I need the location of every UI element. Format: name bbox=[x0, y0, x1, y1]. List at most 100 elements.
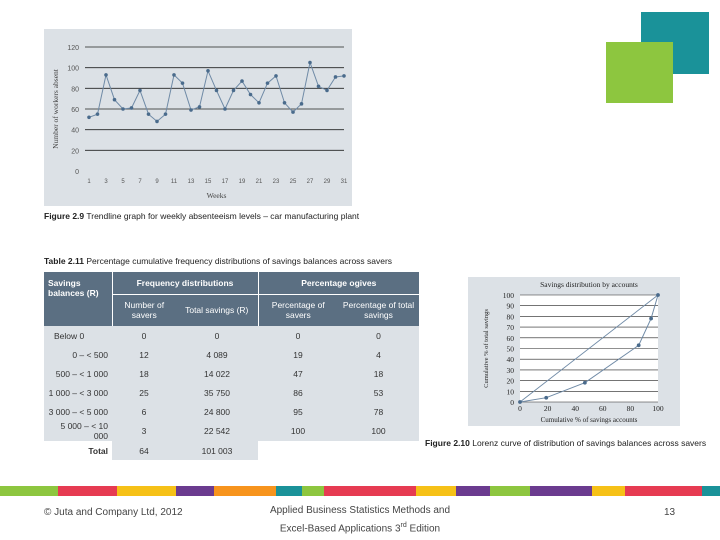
y-tick-label: 20 bbox=[71, 148, 79, 155]
data-point bbox=[172, 73, 176, 77]
footer-book-line1: Applied Business Statistics Methods and bbox=[269, 505, 451, 516]
y-axis-label: Number of workers absent bbox=[51, 68, 60, 149]
lorenz-curve bbox=[519, 294, 659, 403]
x-tick-label: 31 bbox=[341, 179, 348, 185]
x-axis-label: Weeks bbox=[207, 191, 227, 200]
x-tick-label: 19 bbox=[239, 179, 246, 185]
stripe-segment bbox=[592, 486, 625, 496]
x-tick-label: 0 bbox=[518, 404, 522, 413]
cell-total-savings: 0 bbox=[176, 326, 258, 345]
stripe-segment bbox=[214, 486, 276, 496]
data-point bbox=[636, 343, 641, 348]
cell-percentage-of-savers: 95 bbox=[258, 402, 338, 421]
stripe-segment bbox=[324, 486, 416, 496]
cell-total-savings: 24 800 bbox=[176, 402, 258, 421]
stripe-segment bbox=[702, 486, 720, 496]
cell-percentage-of-savers: 86 bbox=[258, 383, 338, 402]
header-percentage-of-total-savings: Percentage of total savings bbox=[338, 294, 419, 326]
x-tick-label: 29 bbox=[324, 179, 331, 185]
x-tick-label: 21 bbox=[256, 179, 263, 185]
x-tick-label: 100 bbox=[652, 404, 664, 413]
x-tick-label: 60 bbox=[599, 404, 607, 413]
cell-total-savings: 22 542 bbox=[176, 421, 258, 441]
data-point bbox=[197, 105, 202, 109]
footer-book-line2-end: Edition bbox=[406, 523, 441, 535]
data-point bbox=[248, 92, 253, 97]
y-tick-label: 60 bbox=[71, 107, 79, 114]
data-point bbox=[87, 115, 91, 120]
data-point bbox=[316, 84, 321, 89]
table-row: 3 000 – < 5 000 6 24 800 95 78 bbox=[44, 402, 419, 421]
row-label: Below 0 bbox=[44, 326, 112, 345]
data-point bbox=[95, 112, 100, 116]
data-point bbox=[189, 108, 193, 112]
total-label: Total bbox=[44, 441, 112, 460]
data-point bbox=[325, 88, 329, 93]
cell-total-savings: 14 022 bbox=[176, 364, 258, 383]
data-point bbox=[240, 79, 244, 83]
data-point bbox=[333, 75, 338, 79]
data-point bbox=[155, 119, 159, 124]
row-label: 1 000 – < 3 000 bbox=[44, 383, 112, 402]
data-point bbox=[282, 101, 287, 105]
y-tick-label: 80 bbox=[507, 312, 515, 321]
data-point bbox=[291, 110, 295, 114]
footer-book-line2: Excel-Based Applications 3 bbox=[279, 523, 401, 535]
stripe-segment bbox=[176, 486, 214, 496]
data-point bbox=[656, 293, 660, 297]
cell-percentage-of-savers: 100 bbox=[258, 421, 338, 441]
data-point bbox=[146, 112, 151, 116]
header-total-savings: Total savings (R) bbox=[176, 294, 259, 326]
x-tick-label: 40 bbox=[571, 404, 579, 413]
fig210-panel: 0 10 20 30 40 50 60 70 80 90 100 0 20 40 60 80 100 Saving… bbox=[468, 277, 680, 426]
data-point bbox=[214, 88, 219, 93]
cell-number-of-savers: 6 bbox=[112, 402, 176, 421]
table-total-row: Total 64 101 003 bbox=[44, 441, 419, 460]
chart-title: Savings distribution by accounts bbox=[540, 280, 638, 289]
data-point bbox=[544, 395, 549, 400]
y-tick-label: 90 bbox=[507, 302, 515, 311]
y-tick-label: 0 bbox=[75, 169, 79, 176]
row-label: 3 000 – < 5 000 bbox=[44, 402, 112, 421]
data-point bbox=[104, 73, 108, 77]
cell-percentage-of-total-savings: 4 bbox=[338, 345, 419, 364]
cell-percentage-of-total-savings: 78 bbox=[338, 402, 419, 421]
y-tick-label: 100 bbox=[67, 66, 79, 73]
page-number: 13 bbox=[664, 507, 676, 518]
y-tick-label: 70 bbox=[507, 323, 515, 332]
row-label: 5 000 – < 10 000 bbox=[44, 421, 112, 441]
y-tick-label: 10 bbox=[507, 387, 515, 396]
header-percentage-ogives: Percentage ogives bbox=[258, 272, 419, 295]
table-row: 0 – < 500 12 4 089 19 4 bbox=[44, 345, 419, 364]
cell-number-of-savers: 0 bbox=[112, 326, 176, 345]
table-row: 500 – < 1 000 18 14 022 47 18 bbox=[44, 364, 419, 383]
y-tick-label: 0 bbox=[510, 398, 514, 407]
total-number-of-savers: 64 bbox=[112, 441, 176, 460]
cell-percentage-of-savers: 47 bbox=[258, 364, 338, 383]
header-number-of-savers: Number of savers bbox=[112, 294, 176, 326]
table-row: 1 000 – < 3 000 25 35 750 86 53 bbox=[44, 383, 419, 402]
cell-percentage-of-total-savings: 100 bbox=[338, 421, 419, 441]
data-point bbox=[299, 102, 304, 106]
y-tick-label: 40 bbox=[507, 355, 515, 364]
x-tick-label: 7 bbox=[138, 179, 142, 185]
x-tick-label: 5 bbox=[121, 179, 125, 185]
savings-table: Savings balances (R) Frequency distribut… bbox=[44, 272, 419, 460]
data-point bbox=[308, 60, 312, 65]
data-point bbox=[257, 101, 261, 105]
y-tick-label: 50 bbox=[507, 345, 515, 354]
x-tick-label: 17 bbox=[222, 179, 229, 185]
stripe-segment bbox=[530, 486, 592, 496]
cell-percentage-of-total-savings: 0 bbox=[338, 326, 419, 345]
footer-copyright: © Juta and Company Ltd, 2012 bbox=[44, 507, 183, 518]
stripe-segment bbox=[302, 486, 324, 496]
table-title-text: Percentage cumulative frequency distribu… bbox=[84, 256, 393, 266]
data-point bbox=[180, 81, 185, 85]
table-title: Table 2.11 Percentage cumulative frequen… bbox=[44, 256, 392, 266]
fig210-caption-text: Lorenz curve of distribution of savings … bbox=[469, 438, 707, 448]
x-tick-label: 1 bbox=[87, 179, 91, 185]
cell-total-savings: 35 750 bbox=[176, 383, 258, 402]
cell-percentage-of-savers: 19 bbox=[258, 345, 338, 364]
x-tick-label: 3 bbox=[104, 179, 108, 185]
